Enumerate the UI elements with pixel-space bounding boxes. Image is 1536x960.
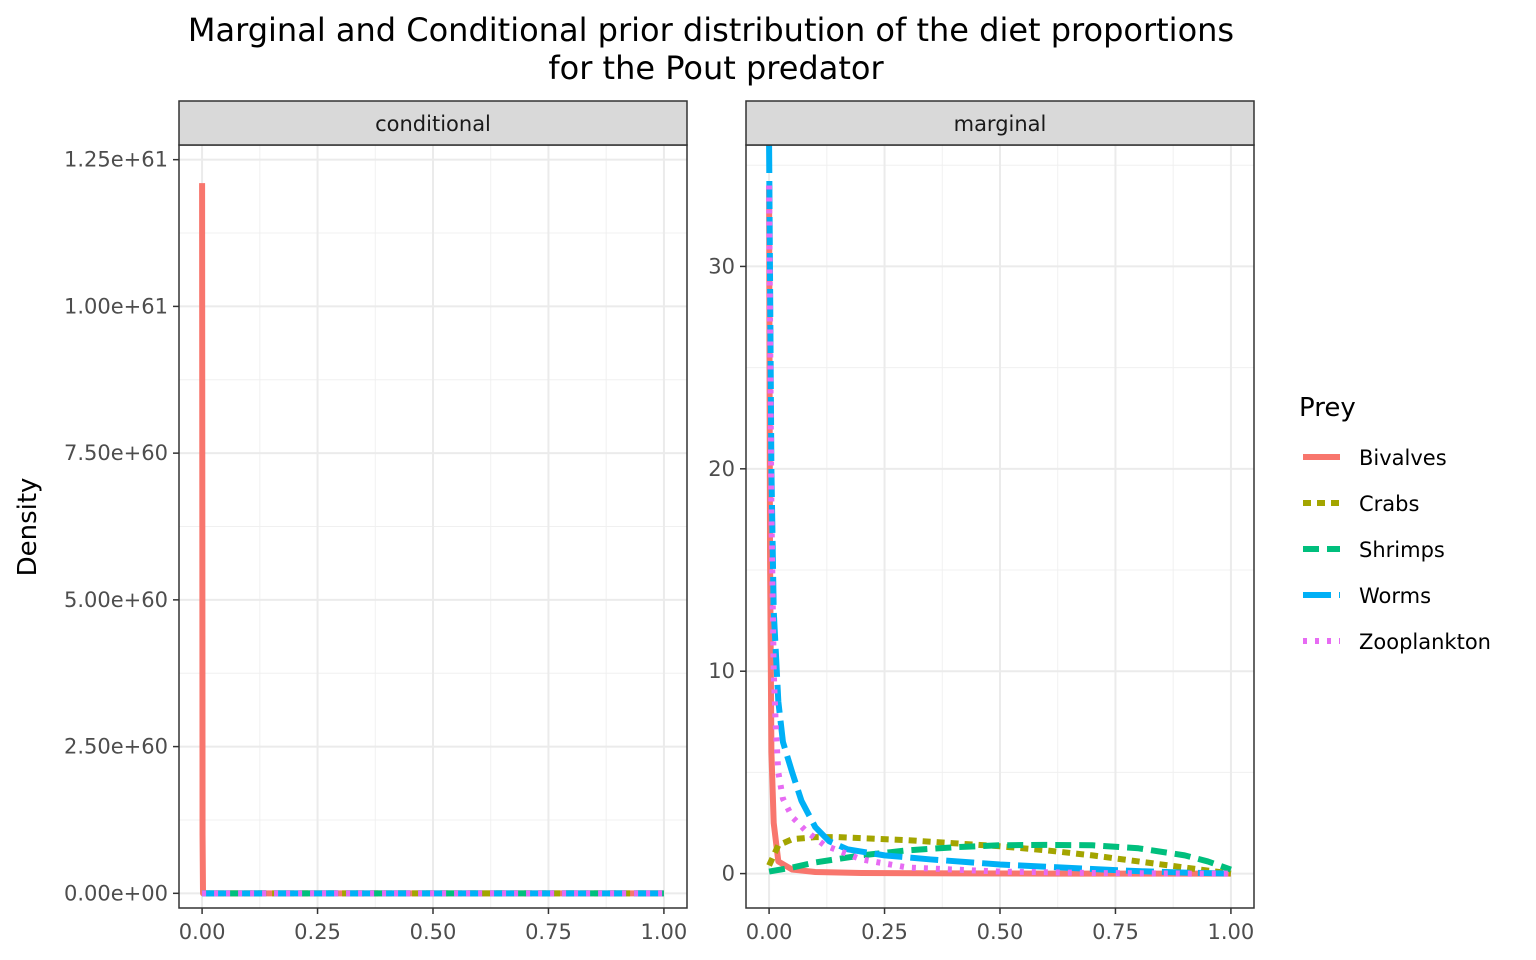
legend-label: Worms <box>1359 584 1431 608</box>
panel-conditional: conditional 0.00 0.25 0.50 0.75 1.00 0.00e+00 2… <box>64 100 688 944</box>
chart-title-line-2: for the Pout predator <box>548 49 884 87</box>
facet-strip <box>745 100 1255 146</box>
legend-entry-bivalves: Bivalves <box>1303 446 1447 470</box>
y-tick-label: 0 <box>722 862 735 886</box>
y-tick-label: 1.25e+61 <box>64 148 168 172</box>
x-tick-label: 0.50 <box>977 920 1024 944</box>
y-tick-label: 20 <box>708 457 735 481</box>
x-tick-label: 0.25 <box>861 920 908 944</box>
legend: Prey Bivalves Crabs Shrimps Worms Zooplankto… <box>1299 393 1491 654</box>
legend-entry-shrimps: Shrimps <box>1303 538 1445 562</box>
y-tick-label: 0.00e+00 <box>64 881 168 905</box>
legend-entry-crabs: Crabs <box>1303 492 1419 516</box>
series-line-crabs <box>766 834 1232 877</box>
series-line-shrimps <box>768 841 1232 875</box>
legend-entry-zooplankton: Zooplankton <box>1303 630 1491 654</box>
y-tick-label: 2.50e+60 <box>64 735 168 759</box>
facet-panels: conditional 0.00 0.25 0.50 0.75 1.00 0.00e+00 2… <box>64 100 1255 944</box>
legend-label: Zooplankton <box>1359 630 1491 654</box>
legend-label: Crabs <box>1359 492 1419 516</box>
series-lines <box>199 183 664 897</box>
x-tick-label: 0.75 <box>1092 920 1139 944</box>
series-line-bivalves <box>766 185 1231 877</box>
facet-strip-label: conditional <box>375 112 491 136</box>
legend-title: Prey <box>1299 393 1356 423</box>
legend-label: Shrimps <box>1359 538 1445 562</box>
chart-title-line-1: Marginal and Conditional prior distribut… <box>188 11 1234 49</box>
legend-label: Bivalves <box>1359 446 1447 470</box>
x-tick-label: 0.00 <box>179 920 226 944</box>
facet-strip-label: marginal <box>954 112 1047 136</box>
y-axis-title: Density <box>13 478 43 577</box>
y-tick-label: 10 <box>708 659 735 683</box>
series-line-worms <box>766 145 1231 877</box>
x-tick-label: 0.75 <box>525 920 572 944</box>
x-tick-label: 0.50 <box>410 920 457 944</box>
x-tick-label: 0.25 <box>294 920 341 944</box>
x-tick-label: 1.00 <box>1208 920 1255 944</box>
y-tick-label: 30 <box>708 254 735 278</box>
legend-entry-worms: Worms <box>1303 584 1431 608</box>
y-tick-label: 5.00e+60 <box>64 588 168 612</box>
x-tick-label: 1.00 <box>641 920 688 944</box>
x-tick-label: 0.00 <box>746 920 793 944</box>
panel-marginal: marginal 0.00 0.25 0.50 0.75 1.00 0 10 20 30 <box>708 100 1255 944</box>
y-tick-label: 1.00e+61 <box>64 294 168 318</box>
facet-strip <box>178 100 688 146</box>
y-tick-label: 7.50e+60 <box>64 441 168 465</box>
series-lines <box>766 145 1232 877</box>
series-line-zooplankton <box>766 185 1231 877</box>
